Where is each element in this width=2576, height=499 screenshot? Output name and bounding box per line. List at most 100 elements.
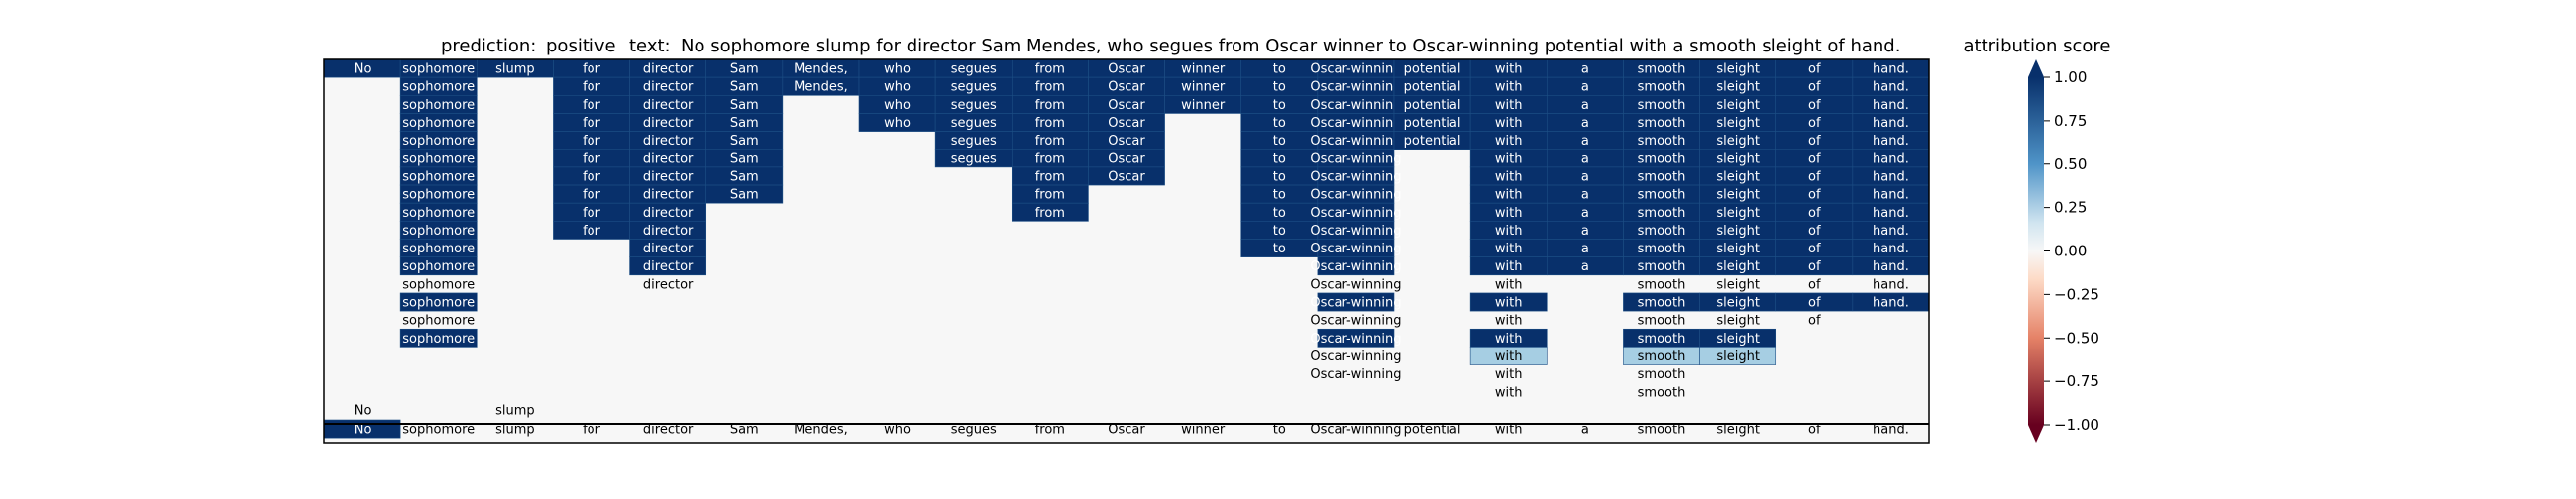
- cell-word: Oscar-winning: [1310, 98, 1401, 113]
- cell-word: Sam: [730, 169, 759, 184]
- cell-word: with: [1495, 385, 1523, 400]
- heatmap-cell: [1469, 292, 1548, 312]
- cell-word: sophomore: [402, 277, 475, 292]
- cell-word: a: [1581, 188, 1589, 203]
- heatmap-cell: [1088, 166, 1165, 186]
- cell-word: from: [1035, 188, 1065, 203]
- cell-word: who: [884, 98, 911, 113]
- cell-word: Oscar-winning: [1310, 277, 1401, 292]
- cell-word: segues: [951, 134, 997, 149]
- cell-word: from: [1035, 62, 1065, 77]
- colorbar-tick-label: 0.75: [2054, 112, 2087, 130]
- cell-word: to: [1273, 423, 1286, 438]
- cell-word: sleight: [1716, 296, 1760, 311]
- cell-word: Oscar: [1108, 134, 1145, 149]
- cell-word: for: [583, 224, 601, 239]
- cell-word: director: [643, 224, 694, 239]
- cell-word: Oscar-winning: [1310, 151, 1401, 166]
- cell-word: with: [1495, 62, 1523, 77]
- colorbar-ticks: 1.00 0.75 0.50 0.25 0.00 −0.25 −0.50 −0.75 −1.00: [2044, 68, 2099, 434]
- cell-word: winner: [1181, 80, 1226, 95]
- cell-word: Oscar-winning: [1310, 314, 1401, 329]
- cell-word: of: [1808, 98, 1821, 113]
- cell-word: sleight: [1716, 134, 1760, 149]
- cell-word: director: [643, 423, 694, 438]
- cell-word: hand.: [1873, 206, 1909, 221]
- cell-word: with: [1495, 296, 1523, 311]
- cell-word: Oscar-winning: [1310, 332, 1401, 347]
- cell-word: segues: [951, 62, 997, 77]
- cell-word: Oscar-winning: [1310, 206, 1401, 221]
- colorbar-tick-label: −0.75: [2054, 372, 2099, 390]
- cell-word: for: [583, 423, 601, 438]
- cell-word: Oscar-winning: [1310, 367, 1401, 382]
- cell-word: from: [1035, 151, 1065, 166]
- cell-word: sophomore: [402, 259, 475, 274]
- cell-word: smooth: [1638, 134, 1686, 149]
- cell-word: winner: [1181, 423, 1226, 438]
- cell-word: Sam: [730, 116, 759, 131]
- prediction-value: positive: [546, 36, 616, 56]
- cell-word: who: [884, 116, 911, 131]
- cell-word: director: [643, 98, 694, 113]
- cell-word: for: [583, 80, 601, 95]
- cell-word: hand.: [1873, 224, 1909, 239]
- cell-word: director: [643, 62, 694, 77]
- cell-word: potential: [1404, 116, 1461, 131]
- cell-word: sleight: [1716, 62, 1760, 77]
- cell-word: for: [583, 98, 601, 113]
- cell-word: a: [1581, 151, 1589, 166]
- cell-word: No: [354, 62, 372, 77]
- cell-word: hand.: [1873, 98, 1909, 113]
- cell-word: a: [1581, 423, 1589, 438]
- cell-word: sleight: [1716, 423, 1760, 438]
- cell-word: sophomore: [402, 80, 475, 95]
- cell-word: with: [1495, 367, 1523, 382]
- cell-word: No: [354, 403, 372, 418]
- cell-word: of: [1808, 206, 1821, 221]
- cell-word: a: [1581, 134, 1589, 149]
- cell-word: Oscar-winning: [1310, 80, 1401, 95]
- cell-word: smooth: [1638, 98, 1686, 113]
- cell-word: of: [1808, 169, 1821, 184]
- cell-word: sleight: [1716, 349, 1760, 364]
- colorbar-tick-label: 0.00: [2054, 243, 2087, 260]
- cell-word: sleight: [1716, 169, 1760, 184]
- cell-word: to: [1273, 188, 1286, 203]
- cell-word: smooth: [1638, 277, 1686, 292]
- cell-word: to: [1273, 151, 1286, 166]
- heatmap-frame: [323, 58, 1930, 444]
- cell-word: Mendes,: [794, 62, 848, 77]
- cell-word: to: [1273, 134, 1286, 149]
- cell-word: to: [1273, 242, 1286, 256]
- cell-word: director: [643, 242, 694, 256]
- cell-word: No: [354, 423, 372, 438]
- cell-word: Oscar-winning: [1310, 349, 1401, 364]
- cell-word: for: [583, 151, 601, 166]
- cell-word: for: [583, 116, 601, 131]
- cell-word: for: [583, 134, 601, 149]
- cell-word: with: [1495, 116, 1523, 131]
- cell-word: Oscar: [1108, 80, 1145, 95]
- cell-word: a: [1581, 224, 1589, 239]
- cell-word: for: [583, 188, 601, 203]
- cell-word: of: [1808, 423, 1821, 438]
- cell-word: smooth: [1638, 332, 1686, 347]
- cell-word: sleight: [1716, 98, 1760, 113]
- cell-word: with: [1495, 259, 1523, 274]
- cell-word: smooth: [1638, 242, 1686, 256]
- cell-word: from: [1035, 80, 1065, 95]
- cell-word: potential: [1404, 80, 1461, 95]
- cell-word: Oscar: [1108, 116, 1145, 131]
- prediction-label: prediction:: [441, 36, 536, 56]
- cell-word: winner: [1181, 62, 1226, 77]
- cell-word: Sam: [730, 62, 759, 77]
- cell-word: who: [884, 423, 911, 438]
- cell-word: director: [643, 259, 694, 274]
- cell-word: from: [1035, 206, 1065, 221]
- cell-word: Oscar-winning: [1310, 296, 1401, 311]
- cell-word: of: [1808, 116, 1821, 131]
- cell-word: smooth: [1638, 206, 1686, 221]
- cell-word: hand.: [1873, 242, 1909, 256]
